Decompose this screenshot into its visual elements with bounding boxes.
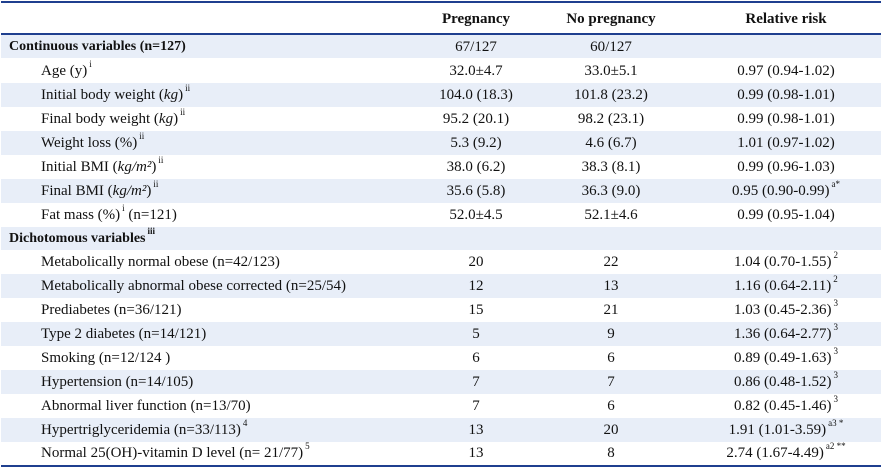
no-pregnancy-value: 8 xyxy=(607,445,615,461)
row-label: Age (y) i xyxy=(41,59,92,80)
section-label-continuous: Continuous variables (n=127) xyxy=(9,39,186,54)
table-row: Initial body weight (kg) ii 104.0 (18.3) … xyxy=(1,83,881,107)
pregnancy-value: 32.0±4.7 xyxy=(449,63,503,79)
relative-risk-value: 1.03 (0.45-2.36) 3 xyxy=(734,298,838,319)
row-label: Hypertension (n=14/105) xyxy=(41,374,194,390)
pregnancy-value: 7 xyxy=(472,374,480,390)
relative-risk-value: 0.86 (0.48-1.52) 3 xyxy=(734,370,838,391)
row-label: Type 2 diabetes (n=14/121) xyxy=(41,326,207,342)
header-no-pregnancy: No pregnancy xyxy=(566,11,656,27)
row-label: Final BMI (kg/m²) ii xyxy=(41,179,159,200)
pregnancy-value: 6 xyxy=(472,350,480,366)
no-pregnancy-value: 52.1±4.6 xyxy=(584,207,638,223)
relative-risk-value: 0.99 (0.98-1.01) xyxy=(737,87,835,103)
row-label: Metabolically abnormal obese corrected (… xyxy=(41,278,347,294)
no-pregnancy-value: 98.2 (23.1) xyxy=(577,111,645,127)
table-row: Abnormal liver function (n=13/70) 7 6 0.… xyxy=(1,394,881,418)
header-rule xyxy=(1,33,881,35)
table-row: Weight loss (%) ii 5.3 (9.2) 4.6 (6.7) 1.… xyxy=(1,131,881,155)
table-row: Final body weight (kg) ii 95.2 (20.1) 98.… xyxy=(1,107,881,131)
table-row: Metabolically normal obese (n=42/123) 20… xyxy=(1,250,881,274)
no-pregnancy-value: 101.8 (23.2) xyxy=(574,87,648,103)
row-label: Final body weight (kg) ii xyxy=(41,107,186,128)
row-label: Hypertriglyceridemia (n=33/113) 4 xyxy=(41,418,248,439)
relative-risk-value: 0.97 (0.94-1.02) xyxy=(737,63,835,79)
top-rule xyxy=(1,1,881,3)
row-label: Smoking (n=12/124 ) xyxy=(41,350,171,366)
pregnancy-value: 7 xyxy=(472,398,480,414)
table-row: Type 2 diabetes (n=14/121) 5 9 1.36 (0.6… xyxy=(1,322,881,346)
row-label: Initial BMI (kg/m²) ii xyxy=(41,155,164,176)
row-label: Abnormal liver function (n=13/70) xyxy=(41,398,251,414)
table-row: Initial BMI (kg/m²) ii 38.0 (6.2) 38.3 (8… xyxy=(1,155,881,179)
pregnancy-value: 5 xyxy=(472,326,480,342)
row-label: Fat mass (%) i (n=121) xyxy=(41,203,177,224)
table-row: Final BMI (kg/m²) ii 35.6 (5.8) 36.3 (9.0… xyxy=(1,179,881,203)
relative-risk-value: 0.99 (0.96-1.03) xyxy=(737,159,835,175)
row-label: Normal 25(OH)-vitamin D level (n= 21/77)… xyxy=(41,441,310,462)
relative-risk-value: 0.82 (0.45-1.46) 3 xyxy=(734,394,838,415)
relative-risk-value: 0.95 (0.90-0.99) a* xyxy=(732,179,840,200)
relative-risk-value: 2.74 (1.67-4.49) a2 ** xyxy=(726,441,846,462)
table-row: Prediabetes (n=36/121) 15 21 1.03 (0.45-… xyxy=(1,298,881,322)
table-row: Normal 25(OH)-vitamin D level (n= 21/77)… xyxy=(1,441,881,465)
pregnancy-value: 38.0 (6.2) xyxy=(446,159,506,175)
relative-risk-value: 1.04 (0.70-1.55) 2 xyxy=(734,250,838,271)
pregnancy-value: 5.3 (9.2) xyxy=(450,135,502,151)
no-pregnancy-value: 13 xyxy=(603,278,619,294)
table-row: Metabolically abnormal obese corrected (… xyxy=(1,274,881,298)
relative-risk-value: 0.89 (0.49-1.63) 3 xyxy=(734,346,838,367)
no-pregnancy-value: 4.6 (6.7) xyxy=(585,135,637,151)
row-label: Weight loss (%) ii xyxy=(41,131,145,152)
no-pregnancy-value: 22 xyxy=(603,254,619,270)
no-pregnancy-value: 36.3 (9.0) xyxy=(581,183,641,199)
table-row: Hypertension (n=14/105) 7 7 0.86 (0.48-1… xyxy=(1,370,881,394)
no-pregnancy-value: 38.3 (8.1) xyxy=(581,159,641,175)
relative-risk-value: 1.16 (0.64-2.11) 2 xyxy=(734,274,838,295)
relative-risk-value: 0.99 (0.98-1.01) xyxy=(737,111,835,127)
table-row: Fat mass (%) i (n=121) 52.0±4.5 52.1±4.6 … xyxy=(1,203,881,227)
section-pregnancy-count: 67/127 xyxy=(455,39,497,55)
no-pregnancy-value: 9 xyxy=(607,326,615,342)
pregnancy-value: 95.2 (20.1) xyxy=(442,111,510,127)
section-row-dichotomous: Dichotomous variables iii xyxy=(1,227,881,250)
table-row: Age (y) i 32.0±4.7 33.0±5.1 0.97 (0.94-1.… xyxy=(1,59,881,83)
table-row: Hypertriglyceridemia (n=33/113) 4 13 20 1… xyxy=(1,418,881,442)
section-row-continuous: Continuous variables (n=127) 67/127 60/1… xyxy=(1,35,881,58)
table-header: Pregnancy No pregnancy Relative risk xyxy=(1,7,881,31)
pregnancy-value: 13 xyxy=(468,445,484,461)
header-pregnancy: Pregnancy xyxy=(441,11,511,27)
pregnancy-value: 35.6 (5.8) xyxy=(446,183,506,199)
relative-risk-value: 1.36 (0.64-2.77) 3 xyxy=(734,322,838,343)
pregnancy-value: 13 xyxy=(468,422,484,438)
relative-risk-value: 0.99 (0.95-1.04) xyxy=(737,207,835,223)
table-row: Smoking (n=12/124 ) 6 6 0.89 (0.49-1.63)… xyxy=(1,346,881,370)
section-no-pregnancy-count: 60/127 xyxy=(590,39,632,55)
no-pregnancy-value: 6 xyxy=(607,398,615,414)
no-pregnancy-value: 33.0±5.1 xyxy=(584,63,638,79)
relative-risk-value: 1.91 (1.01-3.59) a3 * xyxy=(728,418,844,439)
no-pregnancy-value: 6 xyxy=(607,350,615,366)
no-pregnancy-value: 20 xyxy=(603,422,619,438)
row-label: Prediabetes (n=36/121) xyxy=(41,302,182,318)
relative-risk-value: 1.01 (0.97-1.02) xyxy=(737,135,835,151)
pregnancy-value: 52.0±4.5 xyxy=(449,207,503,223)
row-label: Initial body weight (kg) ii xyxy=(41,83,191,104)
section-label-dichotomous: Dichotomous variables iii xyxy=(9,226,156,246)
bottom-rule xyxy=(1,465,881,467)
pregnancy-value: 15 xyxy=(468,302,484,318)
pregnancy-value: 20 xyxy=(468,254,484,270)
no-pregnancy-value: 7 xyxy=(607,374,615,390)
no-pregnancy-value: 21 xyxy=(603,302,619,318)
row-label: Metabolically normal obese (n=42/123) xyxy=(41,254,280,270)
pregnancy-value: 104.0 (18.3) xyxy=(439,87,513,103)
pregnancy-value: 12 xyxy=(468,278,484,294)
header-relative-risk: Relative risk xyxy=(745,11,827,27)
